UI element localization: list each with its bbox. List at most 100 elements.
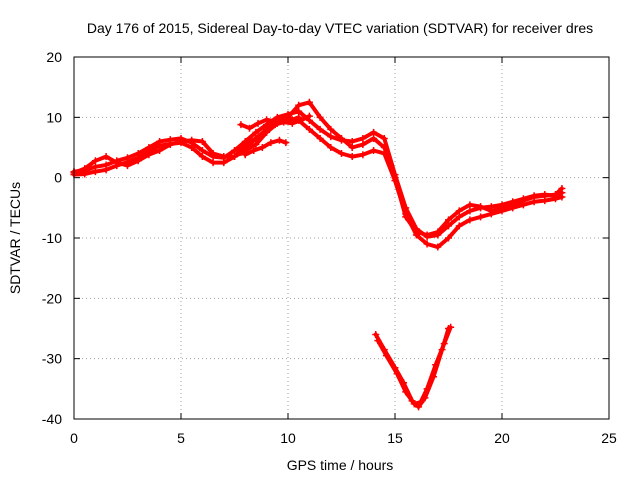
data-point bbox=[370, 128, 378, 136]
y-tick-label: 0 bbox=[54, 170, 62, 186]
data-point bbox=[316, 113, 324, 121]
x-tick-label: 20 bbox=[494, 430, 510, 446]
data-point bbox=[237, 148, 245, 156]
x-tick-labels: 0 5 10 15 20 25 bbox=[70, 430, 617, 446]
data-point bbox=[466, 216, 474, 224]
series-line bbox=[375, 325, 453, 406]
y-tick-label: -30 bbox=[42, 351, 62, 367]
data-point bbox=[380, 134, 388, 142]
series-trace-6 bbox=[237, 113, 303, 132]
data-point bbox=[498, 204, 506, 212]
data-point bbox=[393, 370, 401, 378]
data-point bbox=[263, 127, 271, 135]
data-point bbox=[258, 144, 266, 151]
data-point bbox=[445, 216, 452, 224]
data-point bbox=[316, 125, 324, 133]
data-point bbox=[198, 153, 206, 161]
data-point bbox=[295, 101, 303, 109]
series-trace-5 bbox=[241, 136, 290, 159]
y-tick-labels: -40 -30 -20 -10 0 10 20 bbox=[42, 49, 62, 427]
data-point bbox=[250, 147, 258, 155]
data-point bbox=[348, 144, 356, 151]
data-point bbox=[477, 203, 485, 211]
data-point bbox=[316, 134, 324, 142]
x-axis-label: GPS time / hours bbox=[287, 457, 394, 473]
x-tick-label: 15 bbox=[387, 430, 403, 446]
data-point bbox=[423, 240, 431, 248]
series-trace-3 bbox=[70, 98, 566, 239]
data-point bbox=[295, 107, 303, 115]
data-point bbox=[220, 153, 228, 161]
data-point bbox=[445, 222, 452, 230]
data-point bbox=[338, 134, 345, 142]
data-point bbox=[245, 124, 253, 132]
data-point bbox=[327, 125, 335, 133]
y-tick-label: -10 bbox=[42, 230, 62, 246]
data-point bbox=[359, 140, 367, 148]
data-point bbox=[134, 157, 142, 165]
data-point bbox=[359, 151, 367, 159]
data-point bbox=[412, 228, 420, 236]
data-point bbox=[305, 125, 313, 133]
data-point bbox=[380, 144, 388, 151]
data-point bbox=[466, 201, 474, 209]
data-point bbox=[166, 140, 174, 148]
y-tick-label: -20 bbox=[42, 290, 62, 306]
data-point bbox=[252, 140, 260, 148]
data-point bbox=[254, 133, 262, 141]
data-point bbox=[91, 163, 99, 171]
data-point bbox=[445, 234, 452, 242]
chart-title: Day 176 of 2015, Sidereal Day-to-day VTE… bbox=[87, 20, 593, 36]
data-point bbox=[254, 119, 262, 127]
y-tick-label: 10 bbox=[46, 109, 62, 125]
data-point bbox=[374, 337, 382, 345]
data-point bbox=[402, 388, 410, 396]
data-point bbox=[263, 116, 271, 124]
data-point bbox=[370, 147, 378, 155]
data-point bbox=[455, 222, 463, 230]
data-point bbox=[177, 137, 185, 145]
data-point bbox=[237, 121, 245, 129]
data-point bbox=[231, 153, 238, 161]
x-tick-label: 25 bbox=[601, 430, 617, 446]
data-point bbox=[434, 243, 442, 251]
data-point bbox=[231, 147, 238, 155]
data-point bbox=[423, 231, 431, 239]
data-point bbox=[91, 157, 99, 165]
data-point bbox=[370, 134, 378, 142]
data-point bbox=[252, 128, 260, 136]
data-point bbox=[282, 139, 290, 147]
data-point bbox=[245, 140, 253, 148]
data-point bbox=[487, 207, 495, 215]
data-point bbox=[541, 192, 549, 200]
data-point bbox=[288, 116, 296, 124]
data-point bbox=[423, 385, 431, 393]
data-point bbox=[477, 213, 485, 221]
data-point bbox=[391, 174, 399, 182]
data-point bbox=[188, 136, 196, 144]
data-point bbox=[81, 165, 89, 173]
data-point bbox=[455, 207, 463, 215]
data-point bbox=[359, 134, 367, 142]
data-point bbox=[327, 144, 335, 151]
data-point bbox=[558, 185, 566, 193]
data-point bbox=[432, 361, 440, 369]
data-point bbox=[295, 113, 303, 121]
data-point bbox=[124, 154, 131, 162]
data-point bbox=[305, 98, 313, 106]
data-point bbox=[102, 161, 110, 169]
data-point bbox=[145, 151, 153, 159]
plot-frame bbox=[73, 56, 610, 420]
data-point bbox=[267, 139, 275, 147]
data-point bbox=[145, 144, 153, 151]
data-point bbox=[275, 136, 283, 144]
data-point bbox=[410, 400, 418, 408]
data-point bbox=[509, 201, 517, 209]
y-tick-label: 20 bbox=[46, 49, 62, 65]
data-point bbox=[519, 197, 527, 205]
data-point bbox=[348, 153, 356, 161]
data-point bbox=[241, 151, 249, 159]
data-point bbox=[156, 147, 164, 155]
